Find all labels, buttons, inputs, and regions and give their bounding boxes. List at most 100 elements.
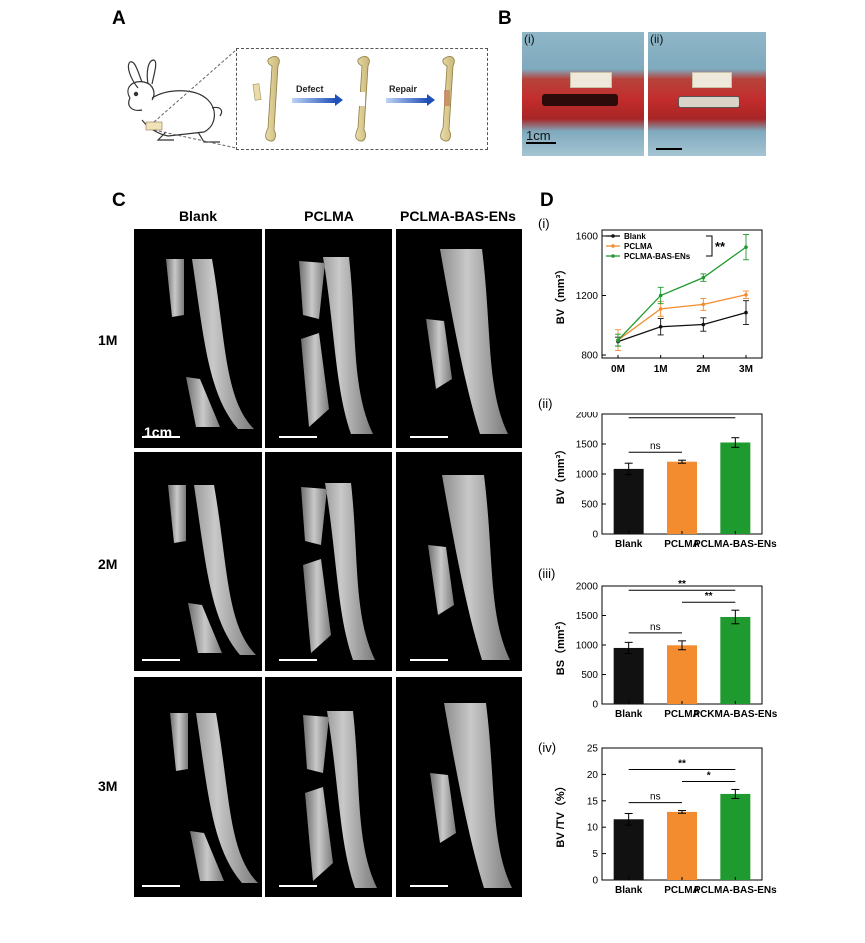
data-point (744, 245, 748, 249)
bone-render (174, 485, 256, 655)
bone-render (299, 261, 325, 319)
significance-label: ** (678, 579, 686, 590)
data-point (701, 275, 706, 280)
data-point (744, 292, 748, 297)
y-tick-label: 2000 (576, 412, 599, 421)
bone-render (426, 319, 452, 389)
zoom-lines (153, 49, 237, 149)
bone-render (303, 715, 329, 773)
data-point (701, 302, 706, 307)
photo-label-ii: (ii) (650, 32, 664, 46)
panel-letter-c: C (112, 190, 126, 211)
defect-repair-box (236, 48, 488, 150)
repair-label: Repair (389, 84, 418, 94)
bone-render (172, 259, 254, 429)
significance-label: ns (650, 622, 661, 633)
data-point (616, 338, 620, 342)
x-tick-label: PCLMA (664, 885, 700, 896)
series-line (617, 294, 747, 341)
series-line (617, 311, 747, 343)
micro-ct-image (396, 677, 522, 897)
scale-bar (410, 436, 448, 438)
micro-ct-image (134, 452, 262, 671)
y-tick-label: 20 (587, 770, 599, 781)
bv-line-chart: 800 1200 1600 BV（mm³） 0M 1M 2M 3M BlankPCLMAPCLM… (554, 229, 763, 375)
x-tick-label: PCLMA-BAS-ENs (694, 539, 777, 550)
data-point (658, 293, 663, 298)
scale-bar (279, 436, 317, 438)
bone-render (168, 485, 186, 543)
scale-bar (142, 436, 180, 438)
y-tick-label: 5 (592, 849, 598, 860)
panel-letter-b: B (498, 8, 512, 29)
chart-label-i: (i) (538, 216, 550, 231)
legend-label: PCLMA (624, 242, 653, 251)
bvtv-bar-chart: 0 5 10 15 20 25 BV /TV（%） Blank PCLMAPCLMA-BAS-E… (554, 744, 777, 896)
panel-letter-d: D (540, 190, 554, 211)
x-tick-label: 2M (696, 364, 710, 375)
y-tick-label: 1500 (576, 440, 599, 451)
y-axis-label: BV（mm³） (554, 444, 567, 505)
chart-label-iii: (iii) (538, 566, 556, 581)
bone-render (430, 773, 456, 843)
data-point (658, 324, 663, 329)
panel-letter-a: A (112, 8, 126, 29)
defect-label: Defect (296, 84, 324, 94)
micro-ct-image (265, 229, 392, 448)
x-tick-label: Blank (615, 539, 643, 550)
bone-render (307, 483, 375, 660)
x-tick-label: PCKMA-BAS-ENs (693, 709, 777, 720)
x-tick-label: 0M (611, 364, 625, 375)
legend-label: PCLMA-BAS-ENs (624, 252, 691, 261)
significance-label: ** (678, 758, 686, 769)
scale-bar (279, 885, 317, 887)
y-axis-label: BS（mm²） (554, 615, 567, 676)
data-point (701, 322, 706, 327)
micro-ct-image (396, 452, 522, 671)
bone-render (305, 257, 373, 434)
bv-bar-chart: 0 500 1000 1500 2000 BV（mm³） Blank PCLMAPCLMA-B… (554, 412, 777, 550)
data-point (658, 307, 663, 311)
micro-ct-image (134, 677, 262, 897)
micro-ct-image (396, 229, 522, 448)
bone-render (301, 333, 329, 427)
x-tick-label: PCLMA-BAS-ENs (694, 885, 777, 896)
significance-label: ns (650, 792, 661, 803)
significance-label: ** (705, 591, 713, 602)
y-tick-label: 1000 (576, 470, 599, 481)
significance-label: ** (715, 239, 726, 254)
x-tick-label: Blank (615, 709, 643, 720)
series-line (617, 246, 747, 341)
y-tick-label: 2000 (576, 582, 599, 593)
y-tick-label: 1200 (576, 291, 599, 302)
x-tick-label: 3M (739, 364, 753, 375)
bar (667, 645, 697, 704)
y-tick-label: 1500 (576, 611, 599, 622)
bar (667, 461, 697, 534)
bone-sequence (252, 56, 455, 142)
bone-render (309, 711, 377, 888)
bone-render (428, 475, 510, 660)
significance-label: * (707, 770, 711, 781)
scale-bar (279, 659, 317, 661)
surgery-photo-ii (648, 32, 766, 156)
x-tick-label: PCLMA (664, 709, 700, 720)
row-title-3m: 3M (98, 778, 118, 794)
y-tick-label: 10 (587, 823, 599, 834)
significance-bracket (706, 235, 713, 257)
bar (613, 468, 644, 534)
y-tick-label: 0 (592, 876, 598, 887)
bar (720, 793, 751, 880)
bone-render (428, 545, 454, 615)
chart-label-ii: (ii) (538, 396, 553, 411)
bs-bar-chart: 0 500 1000 1500 2000 BS（mm²） Blank PCLMAPCKMA-B… (554, 579, 778, 720)
plot-frame (601, 229, 763, 359)
bone-render (190, 831, 224, 881)
scale-bar (410, 885, 448, 887)
bone-render (305, 787, 333, 881)
chart-label-iv: (iv) (538, 740, 557, 755)
bone-render (176, 713, 258, 883)
y-tick-label: 1600 (576, 231, 599, 242)
bone-render (170, 713, 188, 771)
scale-bar (142, 659, 180, 661)
